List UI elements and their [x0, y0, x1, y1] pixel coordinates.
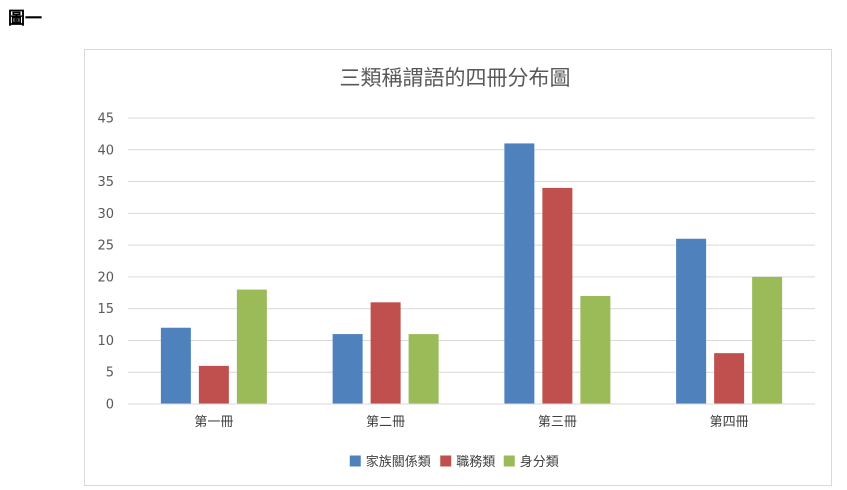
bar-2-2	[370, 302, 401, 404]
bar-3-1	[236, 289, 267, 404]
y-tick-label: 35	[97, 175, 114, 190]
y-tick-label: 40	[97, 143, 114, 158]
legend: 家族關係類 職務類 身分類	[349, 454, 559, 470]
legend-swatch	[503, 455, 515, 467]
bar-3-3	[580, 295, 611, 404]
bar-chart: 三類稱謂語的四冊分布圖 0 5 10 15 20 25 30 35 40 45 第一冊 第二冊 第三冊…	[97, 66, 815, 470]
legend-label: 家族關係類	[366, 454, 431, 470]
bar-3-2	[408, 334, 439, 404]
legend-label: 職務類	[456, 455, 495, 470]
y-tick-label: 5	[106, 366, 114, 381]
bar-1-2	[332, 334, 363, 404]
gridlines	[128, 117, 815, 373]
bar-2-3	[542, 187, 573, 404]
x-category-label: 第一冊	[194, 415, 233, 430]
x-category-label: 第四冊	[710, 415, 749, 430]
y-tick-label: 10	[97, 334, 114, 349]
bar-1-3	[504, 143, 535, 404]
bar-2-4	[714, 353, 745, 404]
y-axis-ticks: 0 5 10 15 20 25 30 35 40 45	[97, 112, 114, 413]
figure-label: 圖一	[8, 9, 42, 29]
y-tick-label: 15	[97, 302, 114, 317]
legend-swatch	[440, 455, 452, 467]
y-tick-label: 45	[97, 112, 114, 127]
y-tick-label: 20	[97, 270, 114, 285]
x-category-label: 第三冊	[538, 415, 577, 430]
y-tick-label: 30	[97, 207, 114, 222]
x-category-label: 第二冊	[366, 415, 405, 430]
y-tick-label: 0	[106, 398, 114, 413]
y-tick-label: 25	[97, 239, 114, 254]
bar-3-4	[752, 276, 783, 404]
bar-1-1	[160, 327, 191, 404]
chart-container: 三類稱謂語的四冊分布圖 0 5 10 15 20 25 30 35 40 45 第一冊 第二冊 第三冊…	[84, 49, 832, 486]
x-axis-categories: 第一冊 第二冊 第三冊 第四冊	[194, 415, 748, 430]
bar-1-4	[676, 238, 707, 404]
chart-title: 三類稱謂語的四冊分布圖	[340, 66, 571, 90]
bars	[160, 143, 783, 404]
legend-swatch	[349, 455, 361, 467]
legend-label: 身分類	[520, 454, 559, 470]
bar-2-1	[198, 365, 229, 404]
